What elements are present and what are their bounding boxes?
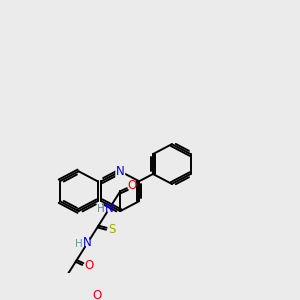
Text: N: N: [105, 202, 114, 215]
Text: O: O: [84, 259, 93, 272]
Text: N: N: [83, 236, 92, 249]
Text: H: H: [97, 204, 104, 214]
Text: N: N: [116, 165, 125, 178]
Text: O: O: [128, 179, 137, 192]
Text: S: S: [109, 223, 116, 236]
Text: H: H: [75, 239, 83, 249]
Text: O: O: [93, 289, 102, 300]
Text: H: H: [97, 204, 104, 214]
